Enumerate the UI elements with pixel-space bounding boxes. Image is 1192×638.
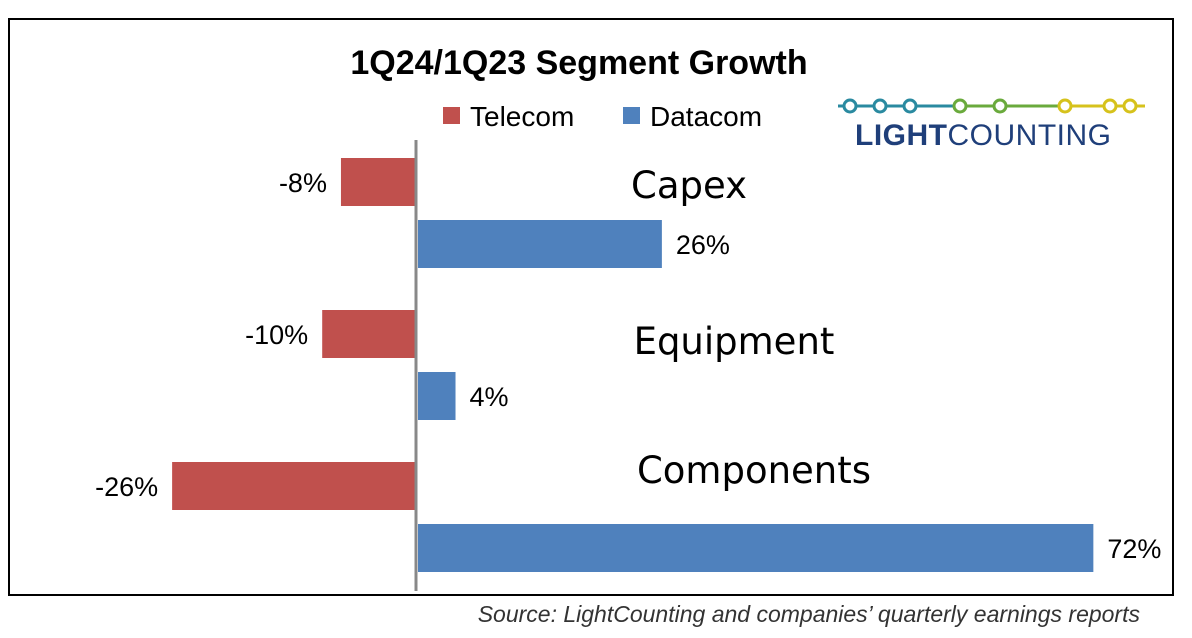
legend-swatch-telecom	[443, 107, 460, 124]
lightcounting-logo: LIGHTCOUNTING	[838, 98, 1145, 152]
bar-telecom-components	[172, 462, 416, 510]
bar-datacom-equipment	[418, 372, 456, 420]
value-label-datacom-components: 72%	[1107, 534, 1161, 564]
bar-telecom-capex	[340, 158, 416, 206]
logo-text-regular: COUNTING	[948, 119, 1112, 152]
logo-wordmark: LIGHTCOUNTING	[855, 119, 1112, 152]
value-label-telecom-components: -26%	[95, 472, 158, 502]
bar-datacom-components	[418, 524, 1094, 572]
logo-node	[1122, 98, 1138, 114]
value-label-datacom-capex: 26%	[676, 230, 730, 260]
logo-node	[872, 98, 888, 114]
bar-telecom-equipment	[322, 310, 416, 358]
logo-circuit-line	[838, 98, 1145, 114]
legend-label-datacom: Datacom	[650, 101, 762, 132]
logo-node	[952, 98, 968, 114]
bars: Capex -8% 26% Equipment -10% 4% Components -26%…	[95, 158, 1161, 572]
value-label-datacom-equipment: 4%	[470, 382, 509, 412]
logo-node	[902, 98, 918, 114]
category-label-capex: Capex	[631, 164, 747, 207]
logo-node	[1102, 98, 1118, 114]
legend-label-telecom: Telecom	[470, 101, 574, 132]
category-label-components: Components	[637, 449, 871, 492]
legend-swatch-datacom	[623, 107, 640, 124]
logo-node	[992, 98, 1008, 114]
source-note: Source: LightCounting and companies’ qua…	[477, 601, 1140, 627]
bar-datacom-capex	[418, 220, 662, 268]
category-label-equipment: Equipment	[634, 320, 835, 363]
logo-node	[842, 98, 858, 114]
logo-text-bold: LIGHT	[855, 119, 948, 152]
value-label-telecom-equipment: -10%	[245, 320, 308, 350]
legend: Telecom Datacom	[443, 101, 762, 132]
value-label-telecom-capex: -8%	[279, 168, 327, 198]
logo-node	[1057, 98, 1073, 114]
chart-title: 1Q24/1Q23 Segment Growth	[350, 44, 807, 82]
